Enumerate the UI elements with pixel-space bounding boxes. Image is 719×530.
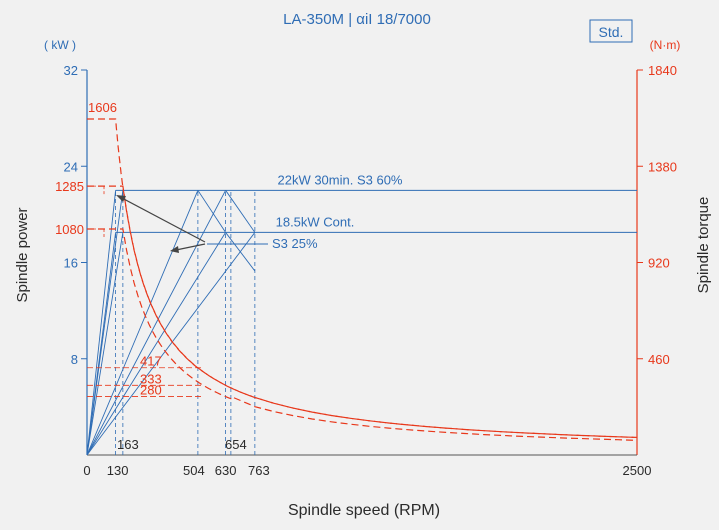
y-right-tick-label: 1840 xyxy=(648,63,677,78)
annotation-arrow-head xyxy=(116,195,126,202)
y-left-tick-label: 16 xyxy=(64,256,78,271)
y-left-tick-label: 24 xyxy=(64,159,78,174)
power-ray xyxy=(86,232,117,456)
torque-label: 1285 xyxy=(55,179,84,194)
y-left-tick-label: 32 xyxy=(64,63,78,78)
power-ray xyxy=(86,232,256,456)
x-axis-title: Spindle speed (RPM) xyxy=(288,502,440,519)
annotation-22kw: 22kW 30min. S3 60% xyxy=(277,172,402,187)
torque-curve xyxy=(87,118,638,438)
std-badge-box xyxy=(589,19,633,43)
x-tick-label: 130 xyxy=(107,463,129,478)
chart-title: LA-350M | αiI 18/7000 xyxy=(283,11,431,28)
x-tick-label: 504 xyxy=(183,463,205,478)
left-unit: ( kW ) xyxy=(44,38,76,52)
annotation-arrow-head xyxy=(170,246,179,253)
power-ray xyxy=(86,190,199,456)
y-left-axis-title: Spindle power xyxy=(14,207,31,302)
right-unit: (N·m) xyxy=(650,38,681,52)
y-right-tick-label: 920 xyxy=(648,256,670,271)
y-right-tick-label: 460 xyxy=(648,352,670,367)
x-tick-label: 2500 xyxy=(623,463,652,478)
power-ray xyxy=(86,232,226,456)
x-tick-label: 630 xyxy=(215,463,237,478)
y-right-axis-title: Spindle torque xyxy=(695,197,712,294)
power-ray xyxy=(86,190,226,456)
annotation-arrow xyxy=(175,243,206,251)
x-inner-label: 163 xyxy=(117,437,139,452)
torque-curve xyxy=(87,185,638,438)
torque-label: 333 xyxy=(140,371,162,386)
power-ray xyxy=(86,232,124,456)
torque-curve xyxy=(87,228,638,441)
x-inner-label: 654 xyxy=(225,437,247,452)
y-left-tick-label: 8 xyxy=(71,352,78,367)
x-tick-label: 0 xyxy=(83,463,90,478)
torque-label: 1080 xyxy=(55,222,84,237)
std-badge: Std. xyxy=(599,24,624,40)
power-s3-segment xyxy=(225,190,256,233)
annotation-s3-25: S3 25% xyxy=(272,236,318,251)
torque-label: 417 xyxy=(140,354,162,369)
power-ray xyxy=(86,190,117,456)
annotation-arrow xyxy=(119,196,206,243)
annotation-18kw: 18.5kW Cont. xyxy=(276,214,355,229)
x-tick-label: 763 xyxy=(248,463,270,478)
y-right-tick-label: 1380 xyxy=(648,159,677,174)
torque-label: 280 xyxy=(140,382,162,397)
torque-label: 1606 xyxy=(88,100,117,115)
power-s3-segment xyxy=(225,232,256,272)
power-s3-segment xyxy=(197,190,226,233)
